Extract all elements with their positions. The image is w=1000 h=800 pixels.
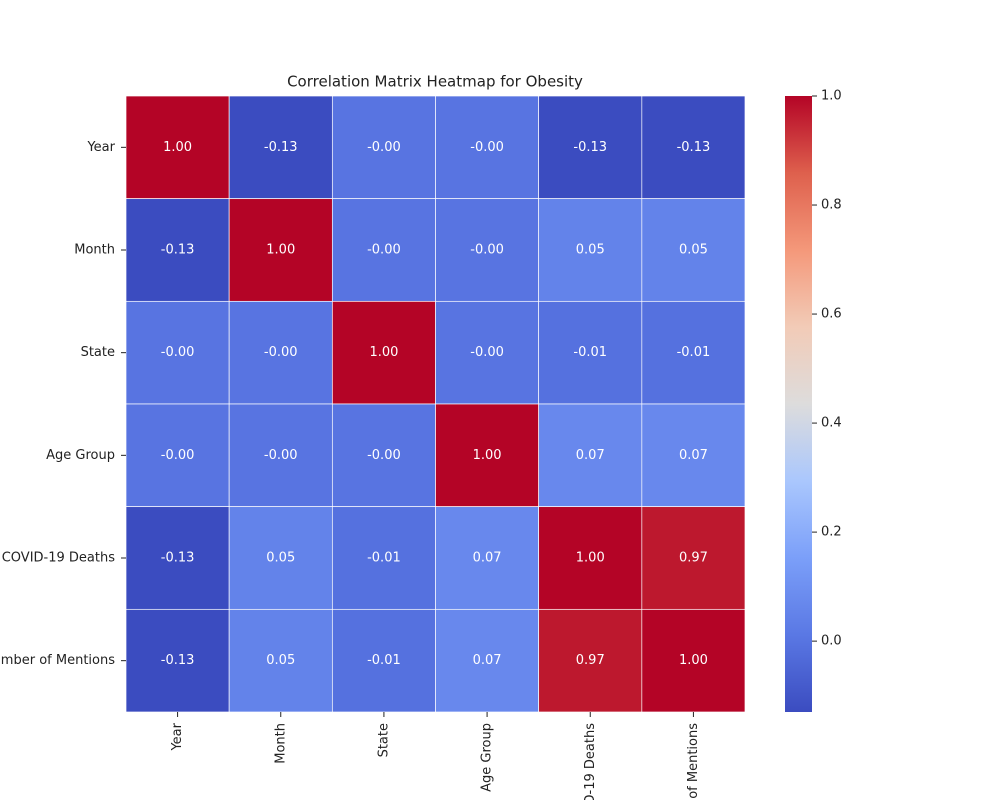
colorbar-tick-label: 0.4	[821, 416, 842, 431]
cell-label: -0.00	[367, 448, 401, 463]
cell-label: -0.01	[573, 345, 607, 360]
heatmap-cell	[331, 403, 436, 508]
cell-label: -0.01	[677, 345, 711, 360]
cell-label: -0.00	[470, 243, 504, 258]
cell-label: -0.13	[264, 140, 298, 155]
cell-label: -0.13	[573, 140, 607, 155]
cell-label: 1.00	[266, 243, 295, 258]
cell-label: 0.05	[679, 243, 708, 258]
heatmap-cell	[641, 506, 746, 610]
x-tick-label: Number of Mentions	[686, 723, 701, 800]
heatmap-cell	[538, 300, 643, 405]
y-tick-label: Month	[74, 243, 115, 258]
cell-label: -0.13	[161, 551, 195, 566]
heatmap-cell	[538, 95, 643, 200]
cell-label: 0.05	[266, 653, 295, 668]
cell-label: -0.13	[161, 653, 195, 668]
heatmap-cell	[435, 403, 540, 508]
cell-label: 0.05	[266, 551, 295, 566]
colorbar-tick-label: 0.2	[821, 525, 842, 540]
cell-label: -0.00	[161, 448, 195, 463]
heatmap-cell	[435, 198, 540, 302]
x-tick-label: Month	[273, 723, 288, 764]
y-tick-label: Number of Mentions	[0, 653, 115, 668]
cell-label: -0.01	[367, 551, 401, 566]
heatmap-cell	[228, 300, 333, 405]
cell-label: 0.07	[679, 448, 708, 463]
heatmap-cell	[125, 300, 230, 405]
heatmap-cell	[435, 300, 540, 405]
cell-label: -0.00	[161, 345, 195, 360]
cell-label: 1.00	[576, 551, 605, 566]
x-tick-label: COVID-19 Deaths	[583, 723, 598, 800]
heatmap-cell	[641, 198, 746, 302]
x-tick-label: State	[376, 723, 391, 757]
cell-label: -0.00	[264, 345, 298, 360]
cell-label: -0.00	[367, 140, 401, 155]
heatmap-cell	[435, 95, 540, 200]
colorbar-tick-label: 0.0	[821, 634, 842, 649]
x-tick-label: Age Group	[480, 723, 495, 792]
heatmap-cell	[641, 403, 746, 508]
heatmap-cell	[538, 506, 643, 610]
heatmap-cell	[641, 95, 746, 200]
heatmap-cell	[641, 608, 746, 713]
heatmap-cell	[125, 198, 230, 302]
y-tick-label: State	[81, 345, 115, 360]
heatmap-cell	[331, 506, 436, 610]
heatmap-cell	[125, 608, 230, 713]
heatmap-cell	[125, 506, 230, 610]
heatmap-cell	[435, 506, 540, 610]
cell-label: 0.05	[576, 243, 605, 258]
heatmap-cell	[331, 300, 436, 405]
heatmap-cell	[538, 608, 643, 713]
colorbar-tick-label: 1.0	[821, 89, 842, 104]
y-tick-label: Age Group	[46, 448, 115, 463]
heatmap-cell	[228, 198, 333, 302]
cell-label: 1.00	[163, 140, 192, 155]
cell-label: 0.07	[576, 448, 605, 463]
colorbar-tick-label: 0.8	[821, 198, 842, 213]
cell-label: -0.00	[367, 243, 401, 258]
heatmap-cell	[228, 403, 333, 508]
cell-label: 1.00	[369, 345, 398, 360]
cell-label: -0.01	[367, 653, 401, 668]
colorbar-tick-label: 0.6	[821, 307, 842, 322]
heatmap-cell	[435, 608, 540, 713]
cell-label: 0.97	[679, 551, 708, 566]
cell-label: -0.13	[677, 140, 711, 155]
y-tick-label: Year	[86, 140, 115, 155]
heatmap-cell	[641, 300, 746, 405]
cell-label: 0.07	[473, 551, 502, 566]
cell-label: -0.00	[264, 448, 298, 463]
cell-label: -0.00	[470, 345, 504, 360]
cell-label: -0.00	[470, 140, 504, 155]
heatmap-cell	[228, 95, 333, 200]
cell-label: 1.00	[679, 653, 708, 668]
x-tick-label: Year	[170, 722, 185, 751]
heatmap-cell	[331, 95, 436, 200]
cell-label: 0.07	[473, 653, 502, 668]
colorbar	[785, 96, 812, 712]
cell-label: 1.00	[473, 448, 502, 463]
chart-title: Correlation Matrix Heatmap for Obesity	[287, 73, 583, 91]
y-tick-label: COVID-19 Deaths	[2, 551, 115, 566]
heatmap-cell	[538, 403, 643, 508]
heatmap-cell	[125, 95, 230, 200]
heatmap-cell	[125, 403, 230, 508]
cell-label: -0.13	[161, 243, 195, 258]
cell-label: 0.97	[576, 653, 605, 668]
